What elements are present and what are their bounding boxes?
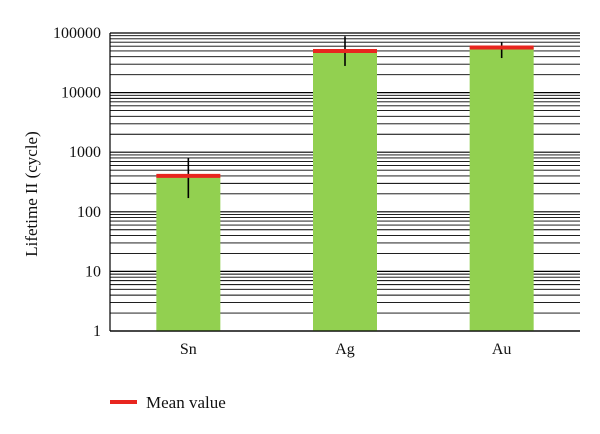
y-tick-labels: 1 10 100 1000 10000 100000 bbox=[53, 25, 101, 340]
y-tick-label: 1000 bbox=[69, 144, 101, 161]
legend: Mean value bbox=[110, 393, 226, 412]
x-category-label: Ag bbox=[335, 341, 355, 358]
y-axis-title: Lifetime II (cycle) bbox=[22, 131, 41, 257]
x-category-labels: Sn Ag Au bbox=[180, 341, 512, 358]
bars-group bbox=[156, 36, 534, 332]
x-category-label: Au bbox=[492, 341, 512, 358]
bar-ag bbox=[313, 50, 377, 332]
bar-sn bbox=[156, 175, 221, 331]
bar-au bbox=[469, 47, 534, 331]
y-tick-label: 100000 bbox=[53, 25, 101, 42]
y-tick-label: 100 bbox=[77, 204, 101, 221]
x-category-label: Sn bbox=[180, 341, 197, 358]
y-tick-label: 10 bbox=[85, 263, 101, 280]
axes-group bbox=[109, 33, 580, 332]
legend-mean-label: Mean value bbox=[146, 393, 226, 412]
y-tick-label: 10000 bbox=[61, 85, 101, 102]
y-tick-label: 1 bbox=[93, 323, 101, 340]
